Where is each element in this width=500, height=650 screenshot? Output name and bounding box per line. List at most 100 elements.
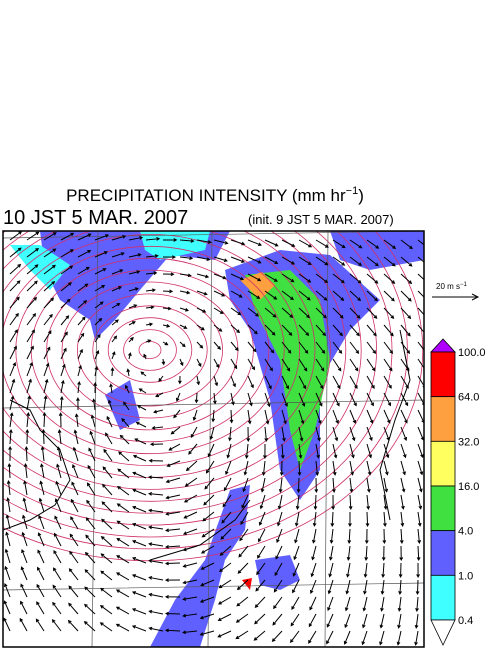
wind-vector [70, 516, 79, 530]
wind-vector [39, 480, 45, 496]
wind-vector [366, 392, 374, 407]
wind-vector [43, 395, 48, 411]
wind-vector [118, 451, 130, 462]
wind-vector [43, 346, 51, 360]
wind-vector [315, 460, 320, 476]
wind-vector [349, 409, 357, 424]
wind-vector [379, 630, 385, 646]
wind-vector [26, 264, 39, 275]
wind-vector [349, 239, 363, 249]
wind-vector [182, 545, 198, 552]
wind-vector [400, 426, 408, 441]
wind-vector [264, 358, 273, 372]
wind-vector [332, 443, 338, 459]
wind-vector [217, 596, 232, 605]
wind-vector [201, 528, 215, 538]
wind-vector [132, 505, 147, 513]
wind-vector [366, 307, 378, 319]
wind-vector [349, 256, 363, 266]
wind-vector [247, 307, 260, 317]
wind-vector [315, 290, 328, 301]
wind-vector [400, 256, 413, 267]
wind-vector [128, 321, 136, 326]
wind-vector [399, 528, 404, 545]
wind-vector [366, 256, 379, 267]
wind-vector [417, 307, 424, 316]
wind-vector [101, 518, 113, 530]
wind-vector [416, 562, 420, 579]
wind-vector [212, 392, 217, 405]
wind-vector [126, 368, 131, 377]
wind-vector [308, 630, 317, 644]
wind-vector [128, 253, 142, 258]
wind-vector [77, 364, 82, 377]
wind-vector [383, 494, 388, 510]
wind-vector [173, 409, 181, 419]
wind-vector [7, 462, 12, 479]
wind-vector [5, 514, 11, 530]
wind-vector [366, 324, 377, 337]
colorbar-bottom-triangle [430, 619, 456, 646]
wind-vector [9, 395, 15, 411]
wind-vector [37, 549, 45, 564]
wind-vector [148, 592, 164, 598]
wind-vector [344, 596, 351, 612]
wind-vector [349, 426, 356, 442]
isobar [138, 341, 162, 359]
wind-vector [315, 256, 329, 266]
wind-vector [4, 582, 11, 598]
wind-vector [264, 426, 269, 442]
wind-scale-label: 20 m s−1 [436, 282, 468, 291]
isobar [107, 317, 193, 383]
colorbar-label: 1.0 [458, 570, 473, 582]
wind-vector [211, 409, 216, 423]
wind-vector [58, 412, 63, 428]
wind-vector [26, 412, 31, 428]
wind-vector [366, 443, 373, 459]
isobar [3, 231, 377, 526]
wind-vector [310, 562, 317, 578]
colorbar-box [430, 574, 456, 621]
wind-vector [23, 480, 28, 496]
wind-vector [366, 341, 377, 354]
wind-vector [329, 545, 334, 561]
wind-vector [329, 528, 334, 544]
wind-vector [278, 477, 283, 493]
wind-vector [94, 301, 104, 309]
wind-vector [43, 378, 49, 394]
wind-vector [84, 551, 96, 564]
wind-vector [132, 454, 147, 462]
wind-vector [240, 511, 249, 526]
wind-vector [107, 399, 113, 411]
wind-vector [298, 273, 312, 283]
wind-vector [382, 528, 387, 545]
wind-vector [164, 544, 181, 549]
wind-vector [26, 312, 37, 326]
wind-vector [315, 239, 329, 248]
coastline [3, 329, 411, 561]
wind-vector [289, 630, 300, 644]
wind-vector [68, 585, 79, 598]
wind-vector [94, 284, 106, 292]
wind-vector [9, 378, 16, 394]
wind-vector [297, 460, 302, 477]
wind-vector [332, 307, 344, 319]
wind-vector [230, 273, 245, 281]
wind-vector [164, 628, 181, 633]
wind-vector [366, 460, 372, 476]
wind-vector [115, 606, 130, 615]
wind-vector [239, 528, 249, 542]
wind-vector [60, 347, 67, 360]
wind-vector [3, 600, 11, 615]
wind-vector [264, 392, 271, 408]
wind-vector [77, 266, 90, 275]
wind-vector [400, 511, 405, 527]
wind-vector [213, 290, 226, 297]
wind-vector [4, 548, 11, 564]
wind-vector [24, 445, 29, 462]
wind-vector [294, 511, 300, 527]
wind-vector [145, 237, 161, 241]
wind-vector [60, 315, 70, 326]
wind-vector [383, 239, 397, 249]
